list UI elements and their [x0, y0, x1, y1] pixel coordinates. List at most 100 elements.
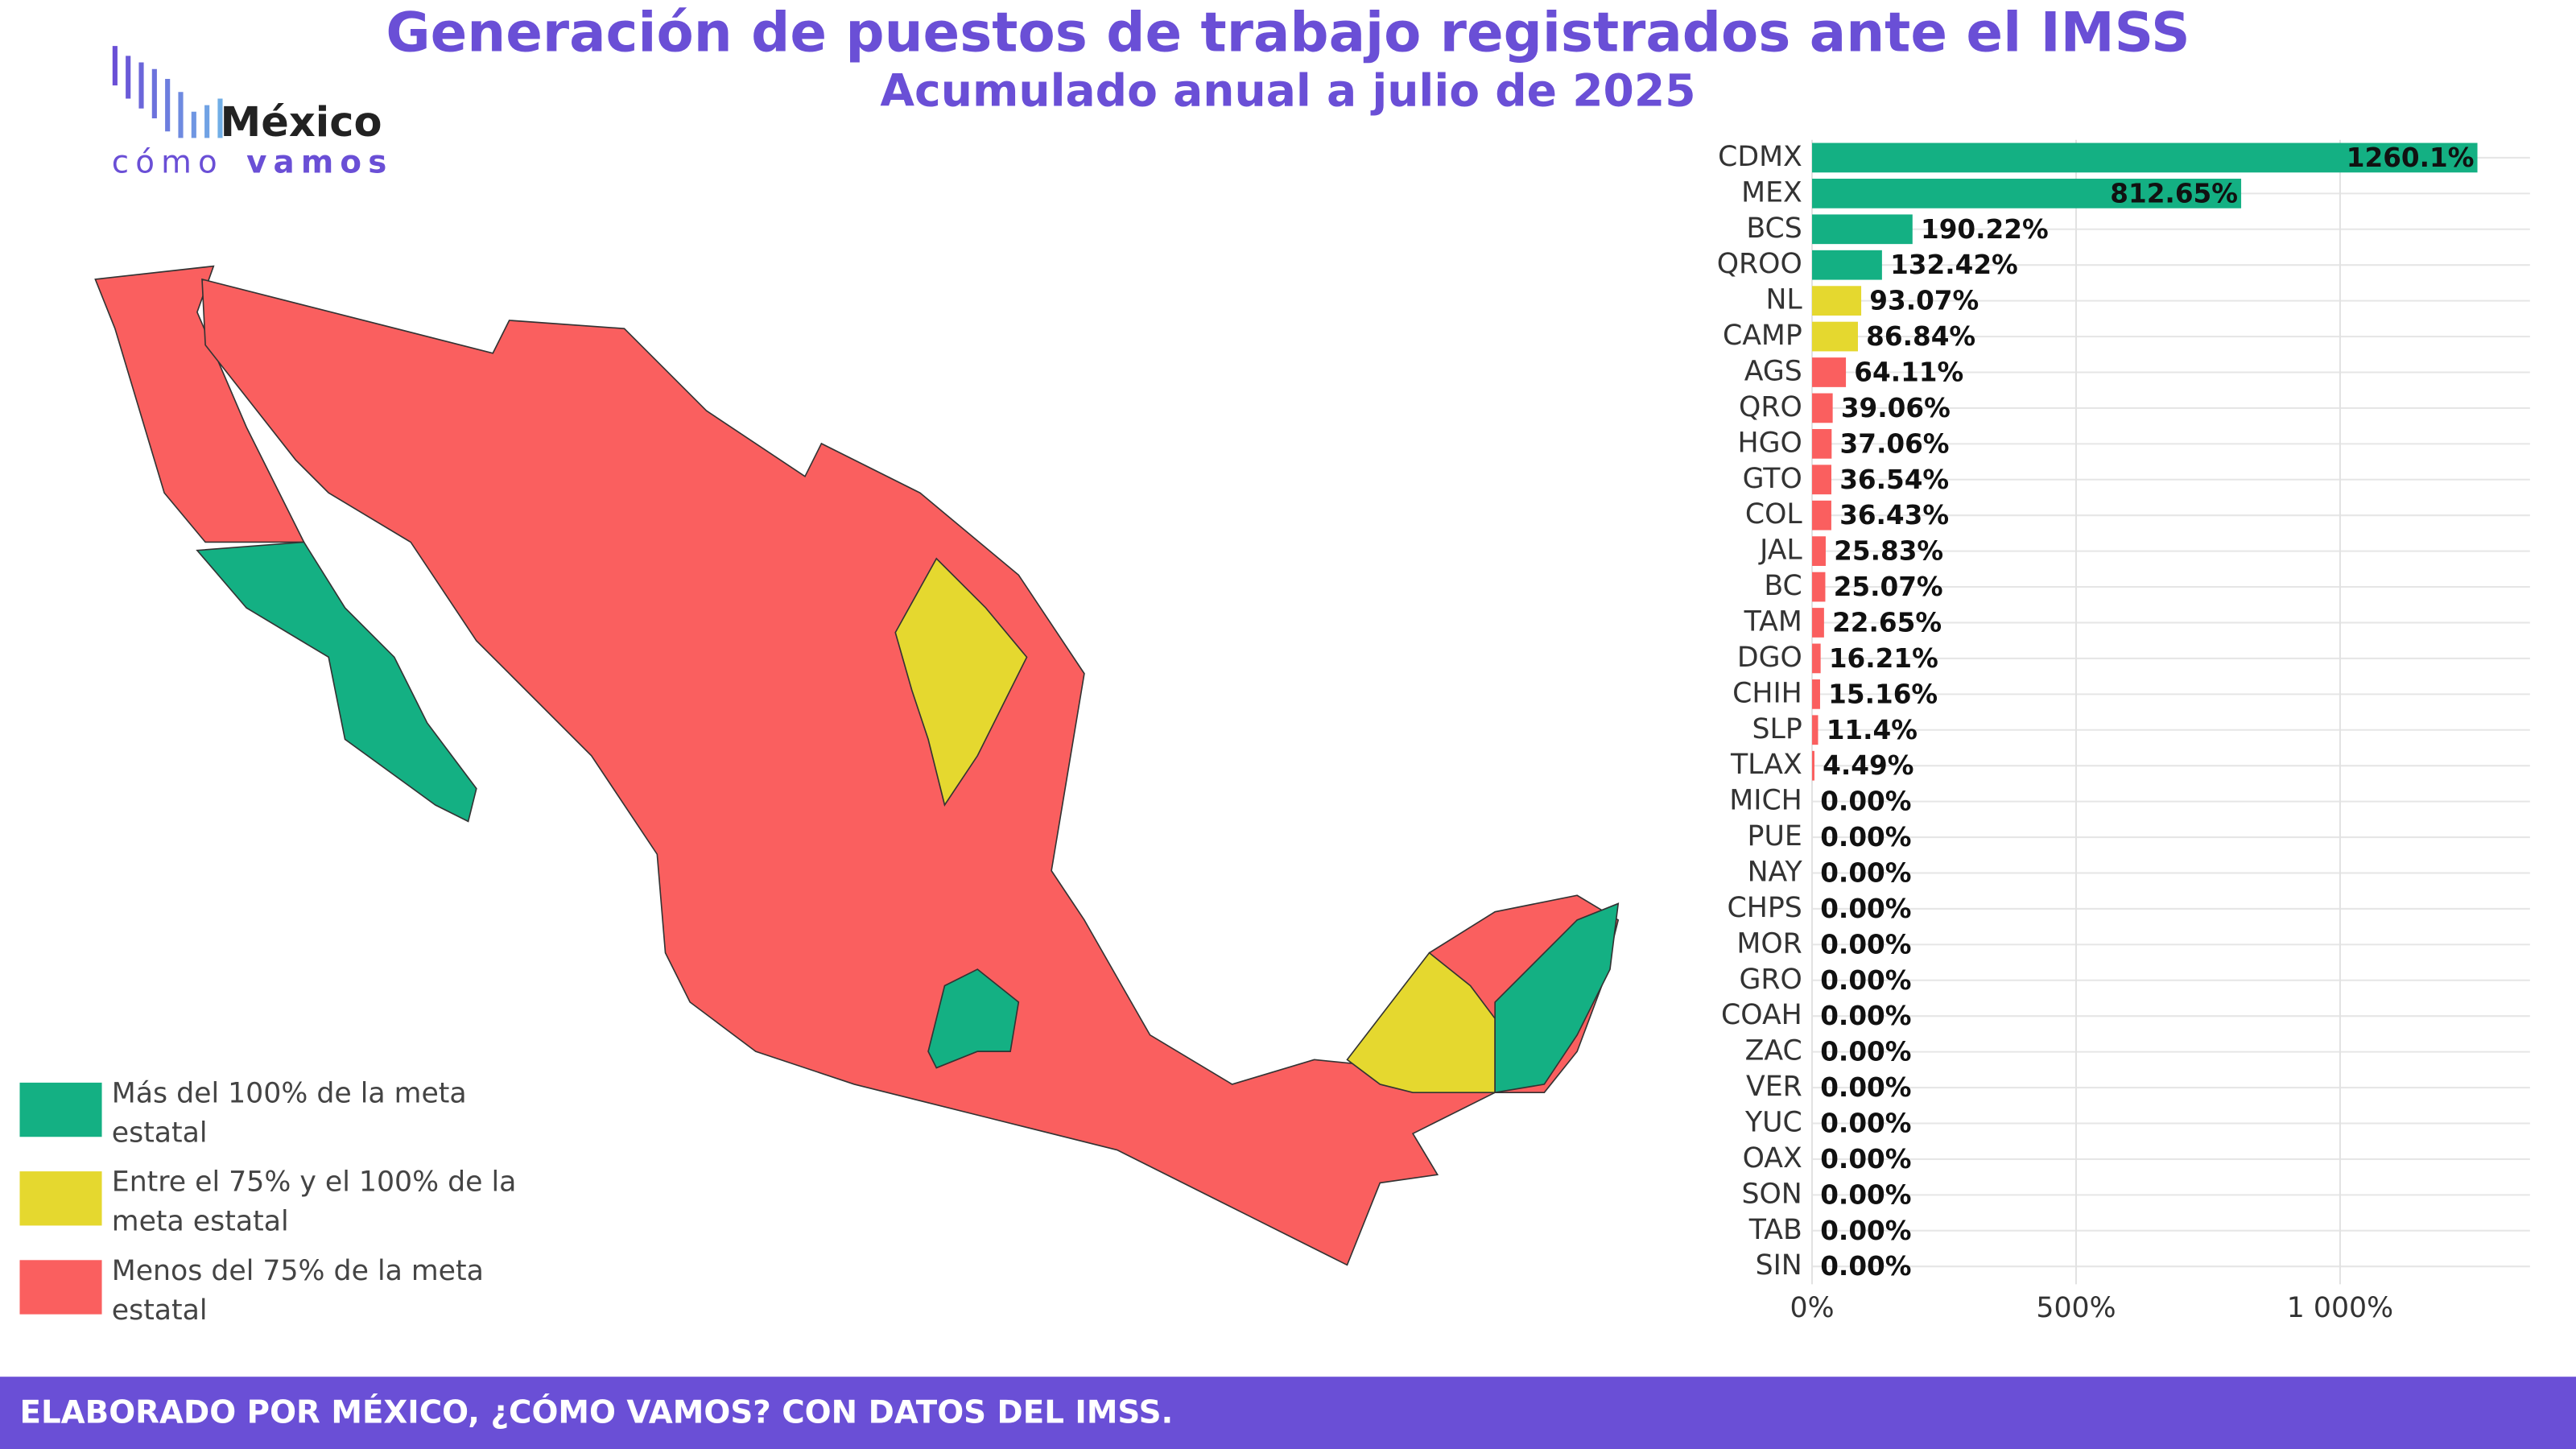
value-label: 36.43%: [1839, 500, 1949, 530]
legend-label: Más del 100% de la meta estatal: [111, 1077, 467, 1150]
x-tick-label: 500%: [2036, 1292, 2116, 1324]
map-region: [894, 557, 1028, 807]
bar: [1812, 643, 1821, 674]
bar: [1812, 608, 1824, 638]
category-label: GRO: [1739, 964, 1802, 996]
category-label: CDMX: [1718, 141, 1802, 173]
bar: [1812, 250, 1882, 280]
value-label: 0.00%: [1820, 858, 1911, 889]
value-label: 0.00%: [1820, 894, 1911, 924]
bar: [1812, 500, 1831, 530]
legend-label: Menos del 75% de la meta estatal: [111, 1255, 484, 1327]
legend-swatch: [19, 1082, 102, 1137]
category-label: NAY: [1748, 856, 1803, 888]
map: [94, 265, 1620, 1266]
category-label: JAL: [1758, 535, 1802, 567]
value-label: 16.21%: [1829, 643, 1938, 674]
map-region: [196, 541, 477, 823]
subtitle: Acumulado anual a julio de 2025: [880, 64, 1695, 116]
value-label: 0.00%: [1820, 1072, 1911, 1103]
bar: [1812, 715, 1818, 745]
category-label: HGO: [1737, 427, 1802, 459]
map-region: [927, 968, 1020, 1069]
value-label: 37.06%: [1840, 428, 1950, 459]
bar: [1812, 428, 1832, 459]
bar: [1812, 750, 1814, 781]
value-label: 812.65%: [2110, 178, 2238, 208]
bar: [1812, 393, 1833, 423]
value-label: 0.00%: [1820, 965, 1911, 996]
value-label: 0.00%: [1820, 1251, 1911, 1282]
category-label: PUE: [1748, 820, 1802, 852]
logo: México cómo vamos: [112, 46, 393, 181]
legend-swatch: [19, 1260, 102, 1315]
logo-word: vamos: [246, 145, 393, 181]
title: Generación de puestos de trabajo registr…: [386, 0, 2190, 64]
value-label: 15.16%: [1828, 679, 1938, 709]
legend-swatch: [19, 1171, 102, 1226]
value-label: 39.06%: [1841, 393, 1951, 423]
value-label: 22.65%: [1832, 608, 1942, 638]
category-label: BCS: [1746, 213, 1802, 245]
category-label: QRO: [1739, 391, 1802, 423]
value-label: 0.00%: [1820, 1001, 1911, 1031]
value-label: 25.83%: [1834, 536, 1943, 567]
bar: [1812, 214, 1913, 245]
category-label: TAB: [1748, 1214, 1802, 1246]
value-label: 86.84%: [1866, 321, 1975, 352]
category-label: TAM: [1744, 605, 1802, 638]
footer: ELABORADO POR MÉXICO, ¿CÓMO VAMOS? CON D…: [19, 1393, 1173, 1431]
value-label: 64.11%: [1854, 357, 1963, 388]
value-label: 93.07%: [1869, 286, 1979, 316]
x-tick-label: 0%: [1790, 1292, 1835, 1324]
category-label: MOR: [1736, 927, 1802, 960]
value-label: 0.00%: [1820, 1216, 1911, 1246]
category-label: COAH: [1721, 999, 1802, 1031]
value-label: 0.00%: [1820, 786, 1911, 817]
logo-bars: [112, 46, 223, 138]
value-label: 25.07%: [1834, 572, 1943, 602]
category-label: OAX: [1743, 1142, 1802, 1174]
legend-item: Más del 100% de la meta estatal: [111, 1077, 467, 1150]
legend: Más del 100% de la meta estatal Entre el …: [19, 1077, 517, 1327]
footer-bar: [0, 1377, 2576, 1449]
category-label: GTO: [1743, 463, 1802, 495]
value-label: 1260.1%: [2347, 142, 2475, 173]
legend-item: Entre el 75% y el 100% de la meta estata…: [112, 1166, 517, 1239]
value-label: 0.00%: [1820, 822, 1911, 852]
category-label: CHPS: [1728, 892, 1802, 924]
value-label: 0.00%: [1820, 1108, 1911, 1139]
category-label: BC: [1764, 570, 1802, 602]
category-label: MICH: [1729, 785, 1802, 817]
bar: [1812, 321, 1858, 352]
bar: [1812, 572, 1826, 602]
value-label: 132.42%: [1890, 250, 2018, 280]
category-label: ZAC: [1745, 1035, 1802, 1067]
category-label: SIN: [1756, 1249, 1802, 1282]
bar: [1812, 142, 2478, 173]
value-label: 190.22%: [1921, 214, 2049, 245]
map-region: [201, 278, 1620, 1266]
category-label: CAMP: [1723, 320, 1802, 352]
bar: [1812, 464, 1831, 495]
bar: [1812, 679, 1820, 709]
category-label: QROO: [1717, 248, 1802, 280]
category-label: DGO: [1737, 642, 1802, 674]
bar: [1812, 286, 1862, 316]
value-label: 0.00%: [1820, 1144, 1911, 1174]
category-label: TLAX: [1730, 749, 1802, 781]
x-tick-label: 1 000%: [2287, 1292, 2393, 1324]
bar: [1812, 536, 1826, 566]
value-label: 0.00%: [1820, 929, 1911, 960]
category-label: CHIH: [1732, 677, 1802, 709]
category-label: MEX: [1741, 176, 1802, 208]
bar-chart: 0% 500% 1 000% CDMX 1260.1% MEX 812.65% BCS 190.…: [1717, 139, 2530, 1324]
category-label: VER: [1746, 1071, 1802, 1103]
legend-item: Menos del 75% de la meta estatal: [111, 1255, 484, 1327]
logo-name: México: [220, 99, 382, 147]
value-label: 11.4%: [1827, 715, 1918, 745]
category-label: NL: [1765, 284, 1802, 316]
category-label: SON: [1741, 1178, 1802, 1210]
value-label: 0.00%: [1820, 1037, 1911, 1067]
category-label: COL: [1745, 498, 1803, 530]
